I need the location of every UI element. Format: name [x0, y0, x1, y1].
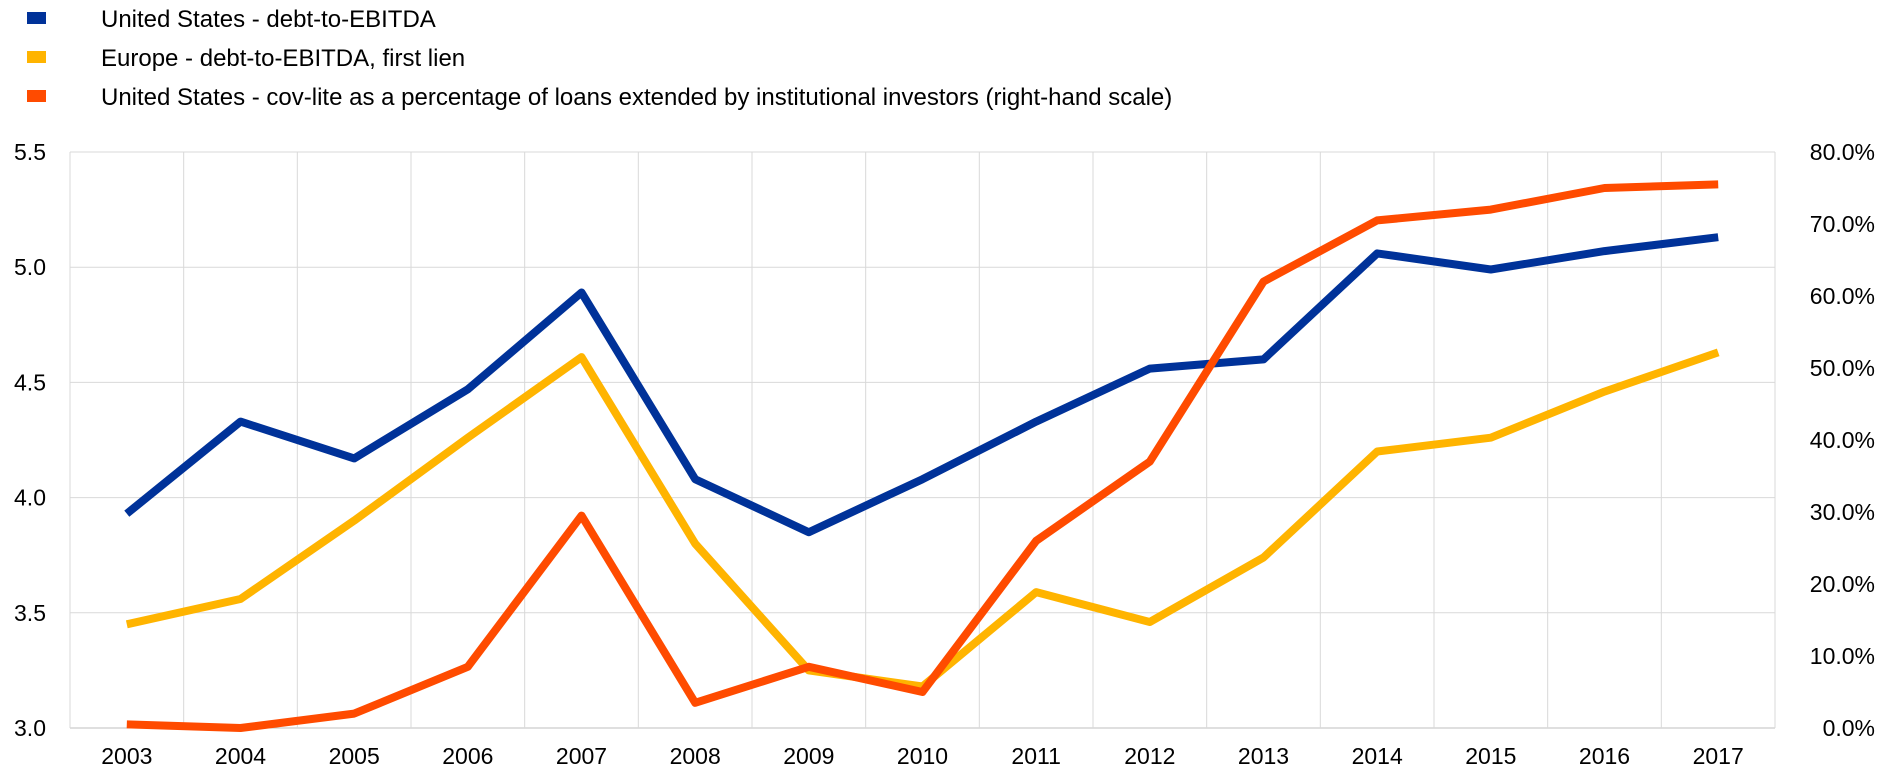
y-left-tick-label: 4.0: [14, 485, 46, 511]
y-left-tick-label: 3.0: [14, 715, 46, 741]
legend-swatch: [27, 90, 46, 102]
x-tick-label: 2015: [1465, 743, 1516, 769]
x-tick-label: 2005: [329, 743, 380, 769]
x-tick-label: 2009: [783, 743, 834, 769]
legend: United States - debt-to-EBITDA Europe - d…: [27, 6, 1172, 111]
series-line-1: [124, 233, 1719, 537]
legend-label: United States - cov-lite as a percentage…: [101, 84, 1172, 111]
x-tick-label: 2003: [101, 743, 152, 769]
gridlines: [69, 151, 1776, 729]
x-tick-label: 2012: [1124, 743, 1175, 769]
y-right-tick-label: 70.0%: [1810, 211, 1875, 237]
series-line-2: [125, 348, 1720, 691]
legend-label: Europe - debt-to-EBITDA, first lien: [101, 45, 465, 72]
y-right-tick-label: 10.0%: [1810, 643, 1875, 669]
y-right-tick-label: 30.0%: [1810, 499, 1875, 525]
y-axis-left-ticks: 3.0 3.5 4.0 4.5 5.0 5.5: [14, 139, 46, 741]
y-left-tick-label: 3.5: [14, 600, 46, 626]
x-tick-label: 2010: [897, 743, 948, 769]
y-right-tick-label: 0.0%: [1823, 715, 1875, 741]
x-tick-label: 2004: [215, 743, 266, 769]
x-tick-label: 2014: [1352, 743, 1403, 769]
y-right-tick-label: 20.0%: [1810, 571, 1875, 597]
x-tick-label: 2017: [1693, 743, 1744, 769]
x-tick-label: 2013: [1238, 743, 1289, 769]
y-right-tick-label: 60.0%: [1810, 283, 1875, 309]
legend-label: United States - debt-to-EBITDA: [101, 6, 436, 33]
x-tick-label: 2008: [670, 743, 721, 769]
legend-swatch: [27, 51, 46, 63]
y-left-tick-label: 5.5: [14, 139, 46, 165]
y-right-tick-label: 40.0%: [1810, 427, 1875, 453]
series-line-3: [126, 180, 1719, 732]
x-axis-ticks: 2003 2004 2005 2006 2007 2008 2009 2010 2011 2012…: [101, 743, 1744, 769]
y-right-tick-label: 50.0%: [1810, 355, 1875, 381]
y-axis-right-ticks: 0.0% 10.0% 20.0% 30.0% 40.0% 50.0% 60.0% 70.0% 8…: [1810, 139, 1875, 741]
legend-swatch: [27, 12, 46, 24]
x-tick-label: 2006: [442, 743, 493, 769]
x-tick-label: 2007: [556, 743, 607, 769]
y-left-tick-label: 5.0: [14, 254, 46, 280]
x-tick-label: 2016: [1579, 743, 1630, 769]
series-lines: [124, 180, 1720, 732]
y-left-tick-label: 4.5: [14, 369, 46, 395]
x-tick-label: 2011: [1011, 743, 1060, 769]
y-right-tick-label: 80.0%: [1810, 139, 1875, 165]
